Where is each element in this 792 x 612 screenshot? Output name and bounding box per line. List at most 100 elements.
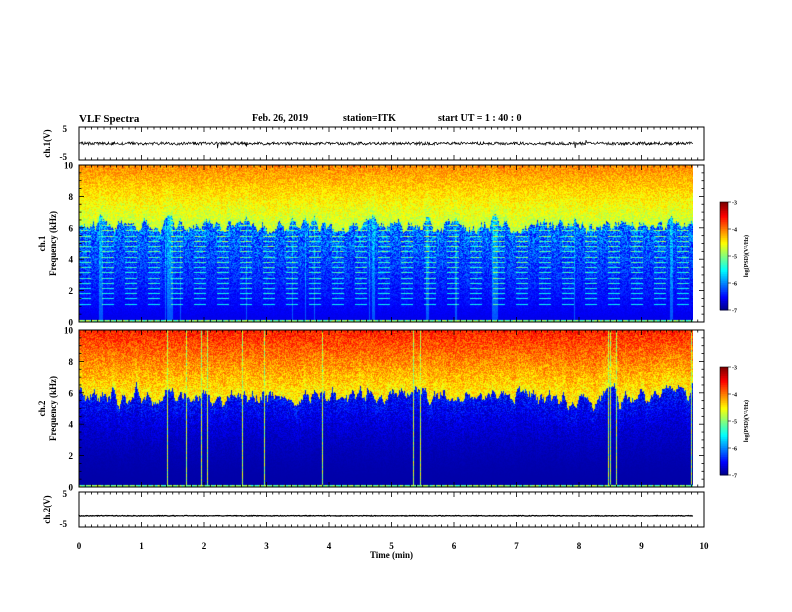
ch1-colorbar-band [720, 202, 728, 205]
ch2-colorbar-band [720, 466, 728, 469]
ch1-colorbar-band [720, 259, 728, 262]
ch2-waveform-ytick-label: -5 [60, 519, 68, 529]
ch2-colorbar-band [720, 421, 728, 424]
ch2-spectrogram-ylabel-freq: Frequency (kHz) [48, 376, 58, 441]
ch1-colorbar-band [720, 232, 728, 235]
ch2-colorbar-band [720, 471, 728, 474]
ch1-colorbar-tick-label: -3 [732, 201, 737, 207]
ch2-colorbar-band [720, 464, 728, 467]
ch1-colorbar-band [720, 209, 728, 212]
ch1-colorbar-label-text: log(PSD)(V²/Hz) [743, 235, 750, 277]
ch2-colorbar-band [720, 399, 728, 402]
ch2-colorbar-band [720, 417, 728, 420]
ch1-colorbar-band [720, 212, 728, 216]
ch2-colorbar-band [720, 460, 728, 463]
ch2-spectrogram-ytick-label: 4 [69, 420, 74, 430]
ch1-waveform-ylabel: ch.1(V) [42, 129, 52, 157]
ch2-colorbar-band [720, 453, 728, 456]
ch2-colorbar-band [720, 370, 728, 373]
ch2-colorbar-band [720, 426, 728, 429]
ch2-colorbar-band [720, 455, 728, 458]
ch1-spectrogram-ytick-label: 2 [69, 286, 74, 296]
ch2-colorbar-band [720, 377, 728, 381]
ch1-colorbar-band [720, 281, 728, 284]
ch2-colorbar-band [720, 424, 728, 427]
ch2-colorbar-band [720, 467, 728, 471]
ch2-colorbar-band [720, 403, 728, 406]
ch1-colorbar-band [720, 302, 728, 306]
ch1-colorbar-band [720, 203, 728, 207]
ch1-colorbar-band [720, 236, 728, 239]
ch2-colorbar-band [720, 458, 728, 462]
ch1-colorbar-label: log(PSD)(V²/Hz) [743, 235, 750, 277]
ch1-spectrogram-ylabel-channel: ch.1 [37, 235, 47, 251]
ch1-spectrogram-ylabel-freq: Frequency (kHz) [48, 211, 58, 276]
ch2-colorbar-band [720, 381, 728, 384]
ch2-colorbar-band [720, 440, 728, 444]
ch1-colorbar-band [720, 279, 728, 282]
ch2-colorbar-tick-label: -7 [732, 474, 737, 480]
station-label: station=ITK [343, 113, 396, 124]
ch1-colorbar-band [720, 288, 728, 291]
ch1-colorbar-band [720, 248, 728, 252]
ch2-colorbar-tick-label: -3 [732, 366, 737, 372]
ch1-colorbar-band [720, 268, 728, 271]
ch1-spectrogram-ylabel: ch.1 Frequency (kHz) [37, 211, 58, 276]
ch2-colorbar-band [720, 428, 728, 431]
waveform-trace-ch2 [78, 514, 694, 518]
ch1-colorbar-band [720, 308, 728, 311]
ch1-colorbar-band [720, 211, 728, 214]
ch1-colorbar-band [720, 275, 728, 279]
ch1-colorbar-band [720, 257, 728, 261]
x-tick-label: 9 [639, 541, 644, 551]
ch1-colorbar-band [720, 261, 728, 264]
ch2-colorbar-band [720, 451, 728, 454]
x-tick-label: 5 [389, 541, 394, 551]
ch1-colorbar-band [720, 238, 728, 241]
ch1-colorbar-band [720, 220, 728, 223]
ch1-colorbar-band [720, 245, 728, 248]
ch1-colorbar-band [720, 304, 728, 307]
ch2-colorbar-band [720, 383, 728, 386]
chart-title: VLF Spectra [79, 113, 140, 125]
ch1-spectrogram-ytick-label: 8 [69, 192, 74, 202]
ch2-colorbar-label-text: log(PSD)(V²/Hz) [743, 400, 750, 442]
ch2-waveform-frame [78, 491, 705, 528]
ch2-colorbar-band [720, 413, 728, 417]
ch2-colorbar-band [720, 433, 728, 436]
ch1-waveform-ytick-label: -5 [60, 152, 68, 162]
date-label: Feb. 26, 2019 [252, 113, 309, 124]
ch2-colorbar-band [720, 473, 728, 476]
ch2-colorbar-band [720, 422, 728, 426]
ch1-colorbar-band [720, 229, 728, 232]
ch2-colorbar-band [720, 385, 728, 388]
x-axis-label: Time (min) [370, 550, 413, 560]
ch1-colorbar-band [720, 241, 728, 244]
x-tick-label: 2 [202, 541, 207, 551]
ch1-colorbar-band [720, 243, 728, 246]
ch1-colorbar-band [720, 247, 728, 250]
ch1-colorbar-band [720, 230, 728, 234]
x-tick-label: 3 [264, 541, 269, 551]
ch1-colorbar-band [720, 252, 728, 255]
ch2-spectrogram-ylabel: ch.2 Frequency (kHz) [37, 376, 58, 441]
ch1-colorbar-band [720, 292, 728, 295]
ch2-colorbar-band [720, 397, 728, 400]
ch1-colorbar-band [720, 290, 728, 293]
ch1-colorbar-tick-label: -4 [732, 228, 737, 234]
ch2-colorbar-band [720, 435, 728, 438]
ch1-colorbar-band [720, 227, 728, 230]
ch1-colorbar-band [720, 266, 728, 270]
spectrogram-image-ch2 [79, 330, 693, 487]
ch2-colorbar-band [720, 374, 728, 377]
x-tick-label: 7 [514, 541, 519, 551]
x-tick-label: 0 [77, 541, 82, 551]
ch2-colorbar-band [720, 406, 728, 409]
x-tick-label: 8 [577, 541, 582, 551]
ch1-colorbar-band [720, 306, 728, 309]
ch1-colorbar-band [720, 205, 728, 208]
ch2-colorbar-band [720, 462, 728, 465]
ch2-colorbar-band [720, 367, 728, 370]
ch2-colorbar-band [720, 448, 728, 451]
